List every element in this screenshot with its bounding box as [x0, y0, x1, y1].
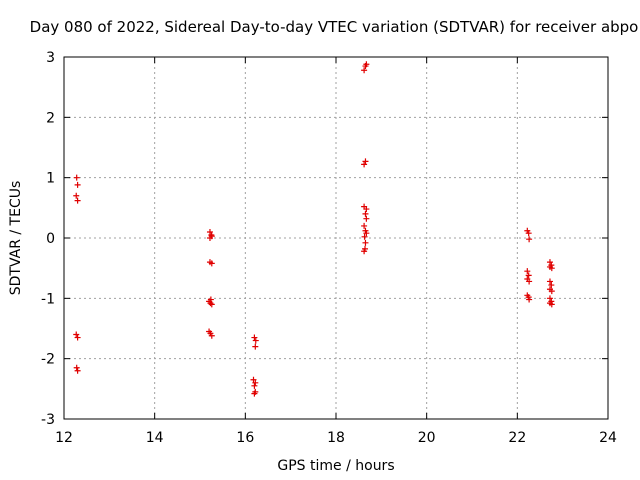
data-point: [251, 334, 258, 341]
x-tick-labels: 12 14 16 18 20 22 24: [55, 430, 617, 446]
data-point: [74, 197, 81, 204]
chart-title: Day 080 of 2022, Sidereal Day-to-day VTE…: [30, 18, 639, 36]
data-point: [548, 282, 555, 289]
y-tick-label: -2: [41, 352, 55, 368]
data-point: [73, 192, 80, 199]
data-point: [208, 233, 215, 240]
data-point: [361, 233, 368, 240]
data-point: [526, 296, 533, 303]
data-point: [206, 228, 213, 235]
data-point: [73, 174, 80, 181]
grid-lines: [64, 57, 608, 419]
data-point: [74, 367, 81, 374]
data-point: [526, 278, 533, 285]
y-tick-labels: -3 -2 -1 0 1 2 3: [41, 50, 55, 428]
data-point: [361, 67, 368, 74]
data-point: [251, 382, 258, 389]
x-tick-label: 18: [327, 430, 345, 446]
data-point: [74, 334, 81, 341]
data-point: [525, 230, 532, 237]
y-tick-label: -3: [41, 412, 55, 428]
y-tick-label: 1: [46, 171, 55, 187]
y-tick-label: 0: [46, 231, 55, 247]
x-tick-label: 14: [146, 430, 164, 446]
data-point: [208, 332, 215, 339]
data-point: [525, 272, 532, 279]
data-point: [74, 181, 81, 188]
data-point: [73, 331, 80, 338]
data-point: [546, 278, 553, 285]
data-point: [361, 222, 368, 229]
data-point: [207, 296, 214, 303]
data-point: [208, 301, 215, 308]
data-point: [524, 268, 531, 275]
data-point: [252, 343, 259, 350]
data-point: [548, 288, 555, 295]
x-tick-label: 16: [236, 430, 254, 446]
data-point: [548, 265, 555, 272]
data-point: [73, 364, 80, 371]
data-point: [363, 215, 370, 222]
data-point: [548, 301, 555, 308]
data-point: [251, 390, 258, 397]
data-points: [73, 61, 555, 397]
y-tick-label: -1: [41, 291, 55, 307]
y-axis-label: SDTVAR / TECUs: [8, 181, 24, 296]
data-point: [363, 230, 370, 237]
data-point: [362, 158, 369, 165]
data-point: [252, 337, 259, 344]
data-point: [252, 379, 259, 386]
x-tick-label: 20: [418, 430, 436, 446]
x-axis-label: GPS time / hours: [277, 458, 394, 474]
data-point: [526, 236, 533, 243]
x-tick-label: 24: [599, 430, 617, 446]
y-tick-label: 3: [46, 50, 55, 66]
axis-ticks: [63, 56, 609, 420]
data-point: [208, 260, 215, 267]
x-tick-label: 22: [508, 430, 526, 446]
data-point: [362, 239, 369, 246]
x-tick-label: 12: [55, 430, 73, 446]
data-point: [363, 206, 370, 213]
data-point: [361, 161, 368, 168]
data-point: [361, 248, 368, 255]
data-point: [363, 61, 370, 68]
data-point: [250, 376, 257, 383]
y-tick-label: 2: [46, 110, 55, 126]
data-point: [362, 210, 369, 217]
